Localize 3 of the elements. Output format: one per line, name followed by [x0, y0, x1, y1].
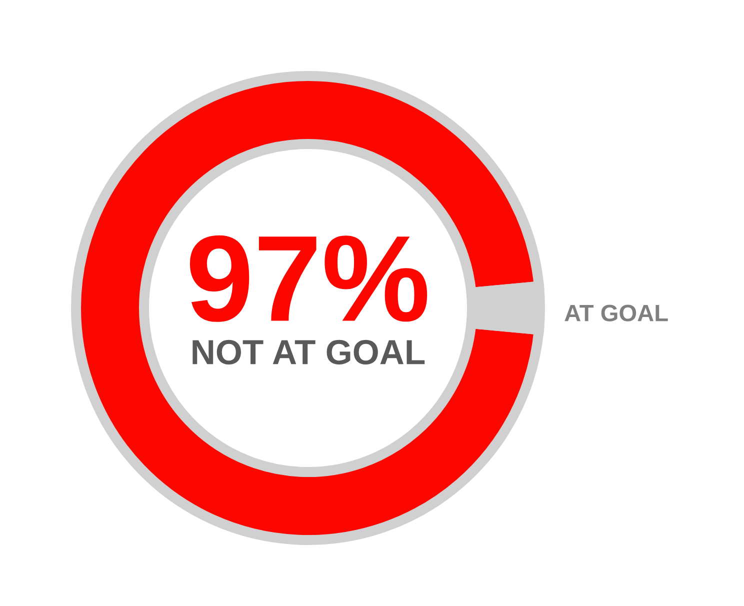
data-label: 97% — [190, 235, 428, 322]
slice-label: AT GOAL — [564, 304, 668, 322]
slice-label: NOT AT GOAL — [192, 340, 425, 365]
